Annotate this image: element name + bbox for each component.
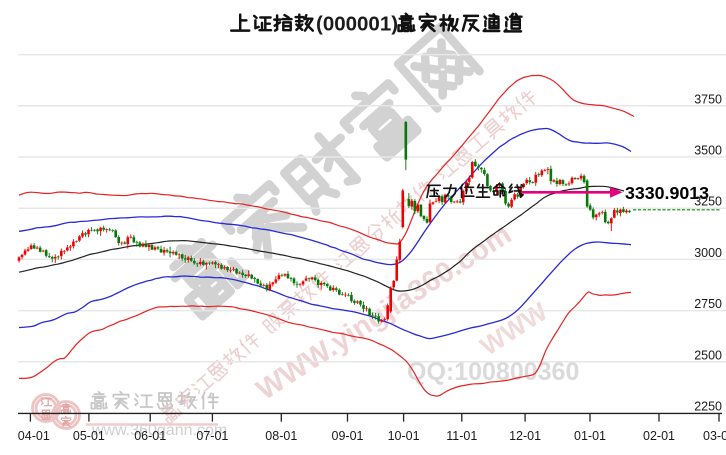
svg-text:09-01: 09-01 — [332, 429, 364, 443]
svg-text:3000: 3000 — [694, 246, 722, 260]
svg-text:2750: 2750 — [694, 297, 722, 311]
svg-text:04-01: 04-01 — [18, 429, 50, 443]
svg-text:03-01: 03-01 — [703, 429, 726, 443]
svg-text:(000001): (000001) — [316, 13, 398, 36]
svg-text:2500: 2500 — [694, 348, 722, 362]
svg-text:3250: 3250 — [694, 195, 722, 209]
svg-text:11-01: 11-01 — [446, 429, 477, 443]
svg-text:3500: 3500 — [694, 144, 722, 158]
svg-text:12-01: 12-01 — [509, 429, 541, 443]
svg-text:2250: 2250 — [694, 400, 722, 414]
svg-text:02-01: 02-01 — [643, 429, 675, 443]
svg-text:06-01: 06-01 — [134, 429, 166, 443]
svg-text:www.360gann.com: www.360gann.com — [91, 422, 227, 439]
svg-text:10-01: 10-01 — [388, 429, 420, 443]
svg-text:07-01: 07-01 — [196, 429, 228, 443]
svg-text:05-01: 05-01 — [73, 429, 105, 443]
svg-text:3330.9013: 3330.9013 — [625, 183, 709, 203]
svg-text:3750: 3750 — [694, 92, 722, 106]
svg-text:08-01: 08-01 — [265, 429, 297, 443]
svg-text:01-01: 01-01 — [574, 429, 606, 443]
